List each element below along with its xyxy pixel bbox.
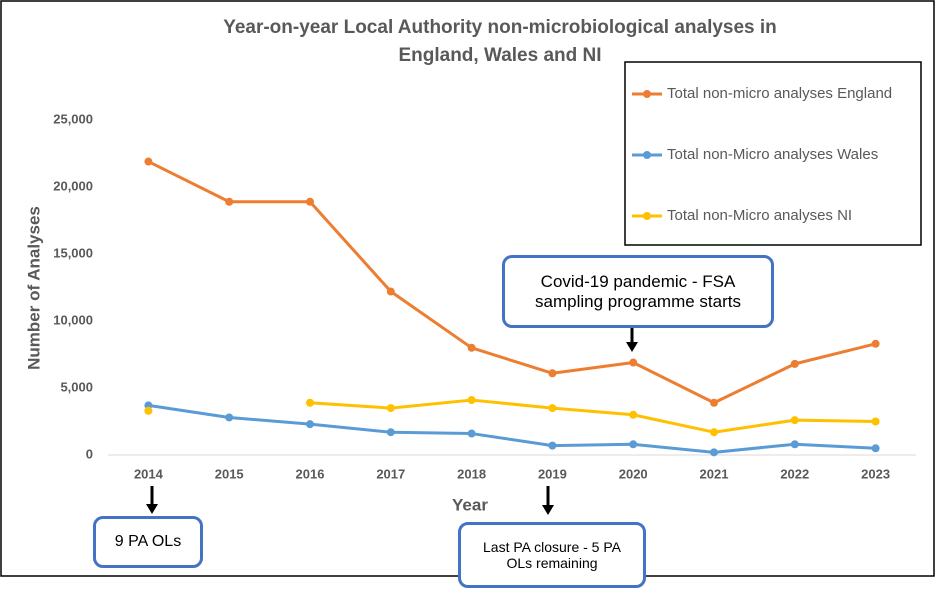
data-point [710, 428, 718, 437]
data-point [144, 157, 153, 166]
chart-title: Year-on-year Local Authority non-microbi… [180, 14, 820, 70]
data-point [629, 410, 638, 419]
legend-label: Total non-micro analyses England [667, 85, 892, 102]
y-tick-label: 10,000 [53, 312, 93, 327]
x-tick-label: 2014 [134, 466, 164, 481]
y-tick-label: 20,000 [53, 178, 93, 193]
data-point [306, 197, 314, 206]
annotation: Last PA closure - 5 PA OLs remaining [458, 522, 646, 588]
data-point [306, 420, 314, 429]
x-axis-title: Year [452, 495, 488, 514]
legend-marker [643, 151, 651, 159]
data-point [710, 448, 718, 457]
legend-label: Total non-Micro analyses Wales [667, 146, 878, 163]
data-point [629, 358, 638, 367]
x-tick-label: 2022 [780, 466, 809, 481]
x-tick-label: 2020 [619, 466, 648, 481]
x-tick-label: 2015 [215, 466, 244, 481]
legend-marker [643, 212, 651, 220]
data-point [386, 428, 395, 437]
data-point [548, 369, 557, 378]
annotation: 9 PA OLs [93, 516, 203, 568]
data-point [790, 440, 799, 449]
data-point [710, 398, 718, 407]
x-tick-label: 2023 [861, 466, 890, 481]
arrow-head [626, 342, 638, 352]
data-point [225, 413, 234, 422]
annotation: Covid-19 pandemic - FSA sampling program… [502, 255, 774, 328]
y-tick-label: 15,000 [53, 245, 93, 260]
legend-marker [643, 90, 651, 98]
data-point [548, 441, 557, 450]
data-point [467, 343, 476, 352]
data-point [144, 406, 153, 415]
x-tick-label: 2019 [538, 466, 567, 481]
series-line [147, 160, 876, 405]
data-point [467, 429, 476, 438]
data-point [871, 417, 880, 426]
x-tick-label: 2021 [700, 466, 729, 481]
data-point [386, 287, 395, 296]
data-point [225, 197, 234, 206]
x-tick-label: 2018 [457, 466, 486, 481]
data-point [790, 416, 799, 425]
legend-label: Total non-Micro analyses NI [667, 207, 852, 224]
y-axis-title: Number of Analyses [24, 206, 43, 370]
data-point [386, 404, 395, 413]
x-tick-label: 2016 [296, 466, 325, 481]
legend-box [624, 61, 922, 246]
arrow-head [542, 505, 554, 515]
data-point [306, 398, 314, 407]
data-point [790, 359, 799, 368]
data-point [467, 396, 476, 405]
y-tick-label: 5,000 [60, 379, 93, 394]
data-point [871, 339, 880, 348]
data-point [871, 444, 880, 453]
data-point [629, 440, 638, 449]
y-tick-label: 0 [86, 446, 93, 461]
chart-title-text: Year-on-year Local Authority non-microbi… [223, 17, 777, 66]
series-line [148, 403, 876, 454]
arrow-head [146, 504, 158, 514]
data-point [548, 404, 557, 413]
x-tick-label: 2017 [376, 466, 405, 481]
series-line [309, 398, 876, 434]
y-tick-label: 25,000 [53, 111, 93, 126]
